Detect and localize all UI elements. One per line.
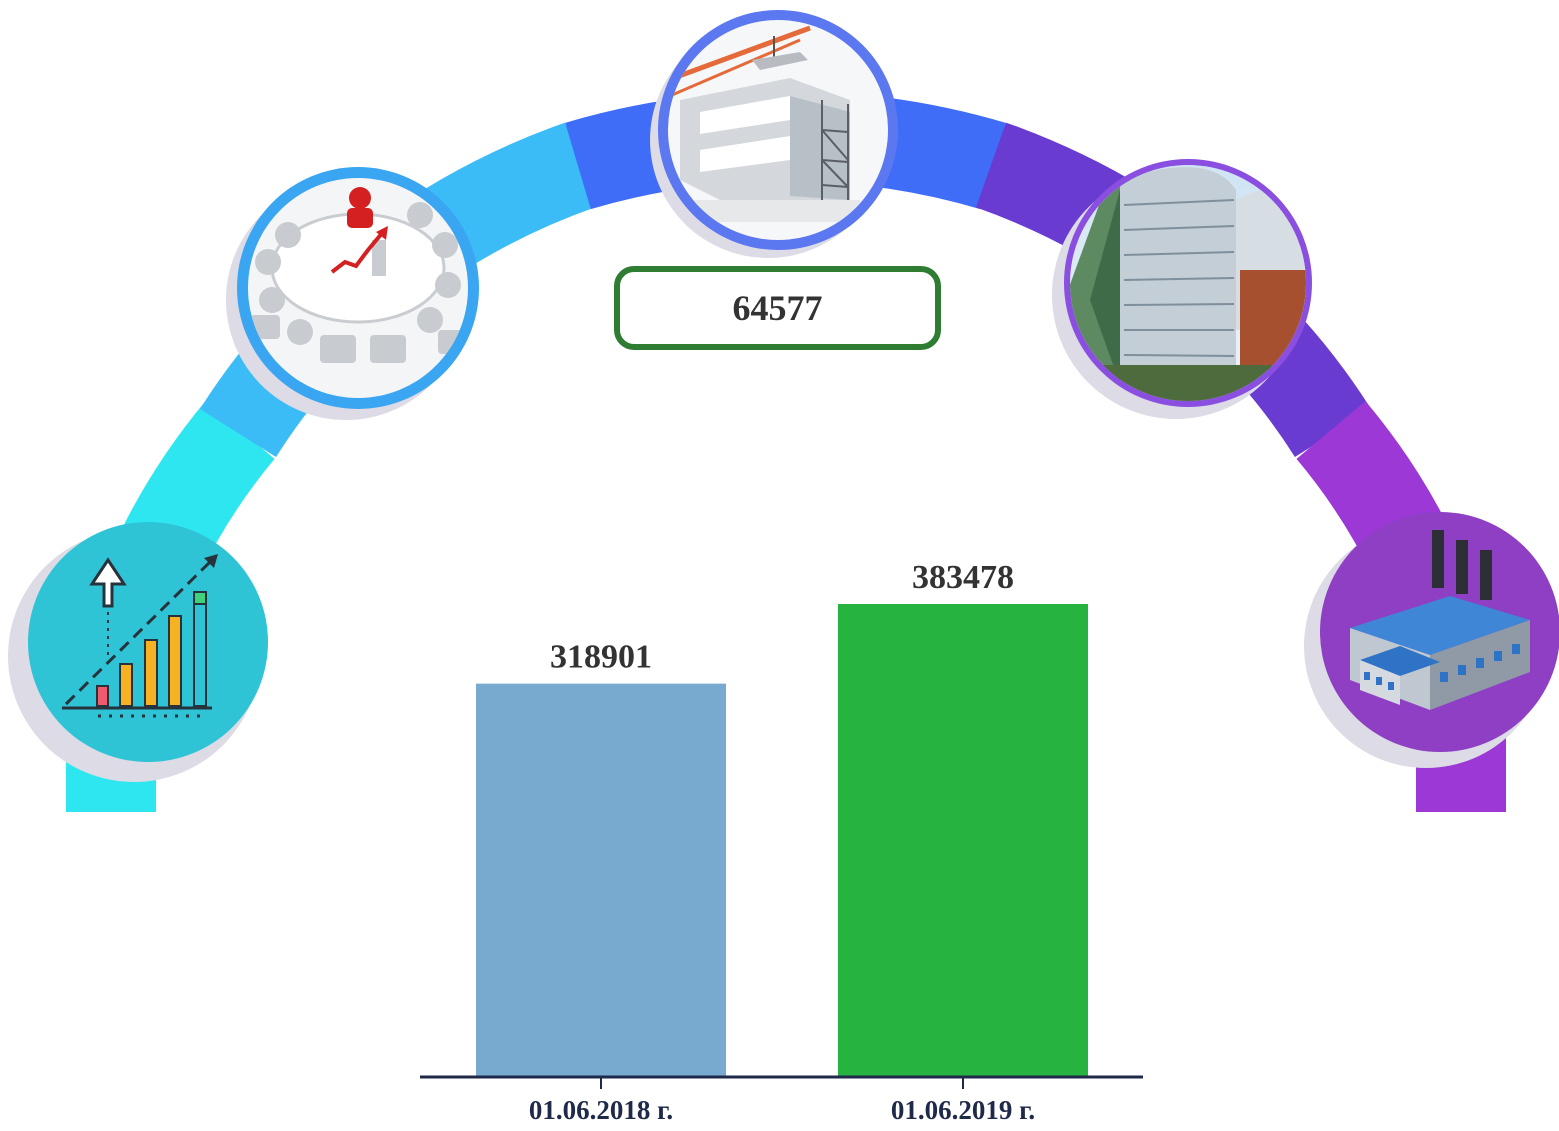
x-tick-label: 01.06.2019 г. [891,1095,1035,1125]
bar-1 [476,683,726,1077]
bar-value-label: 318901 [550,639,652,676]
office-building-icon [1052,159,1312,419]
difference-value: 64577 [732,288,823,328]
x-tick-label: 01.06.2018 г. [529,1095,673,1125]
bar-value-label: 383478 [912,559,1014,596]
difference-box: 64577 [614,266,941,350]
factory-icon [1304,512,1559,768]
bar-2 [838,604,1088,1077]
construction-icon [650,10,898,258]
growth-chart-icon [8,522,268,782]
bar-chart: 318901 01.06.2018 г. 383478 01.06.2019 г. [420,559,1143,1125]
meeting-icon [226,167,479,420]
